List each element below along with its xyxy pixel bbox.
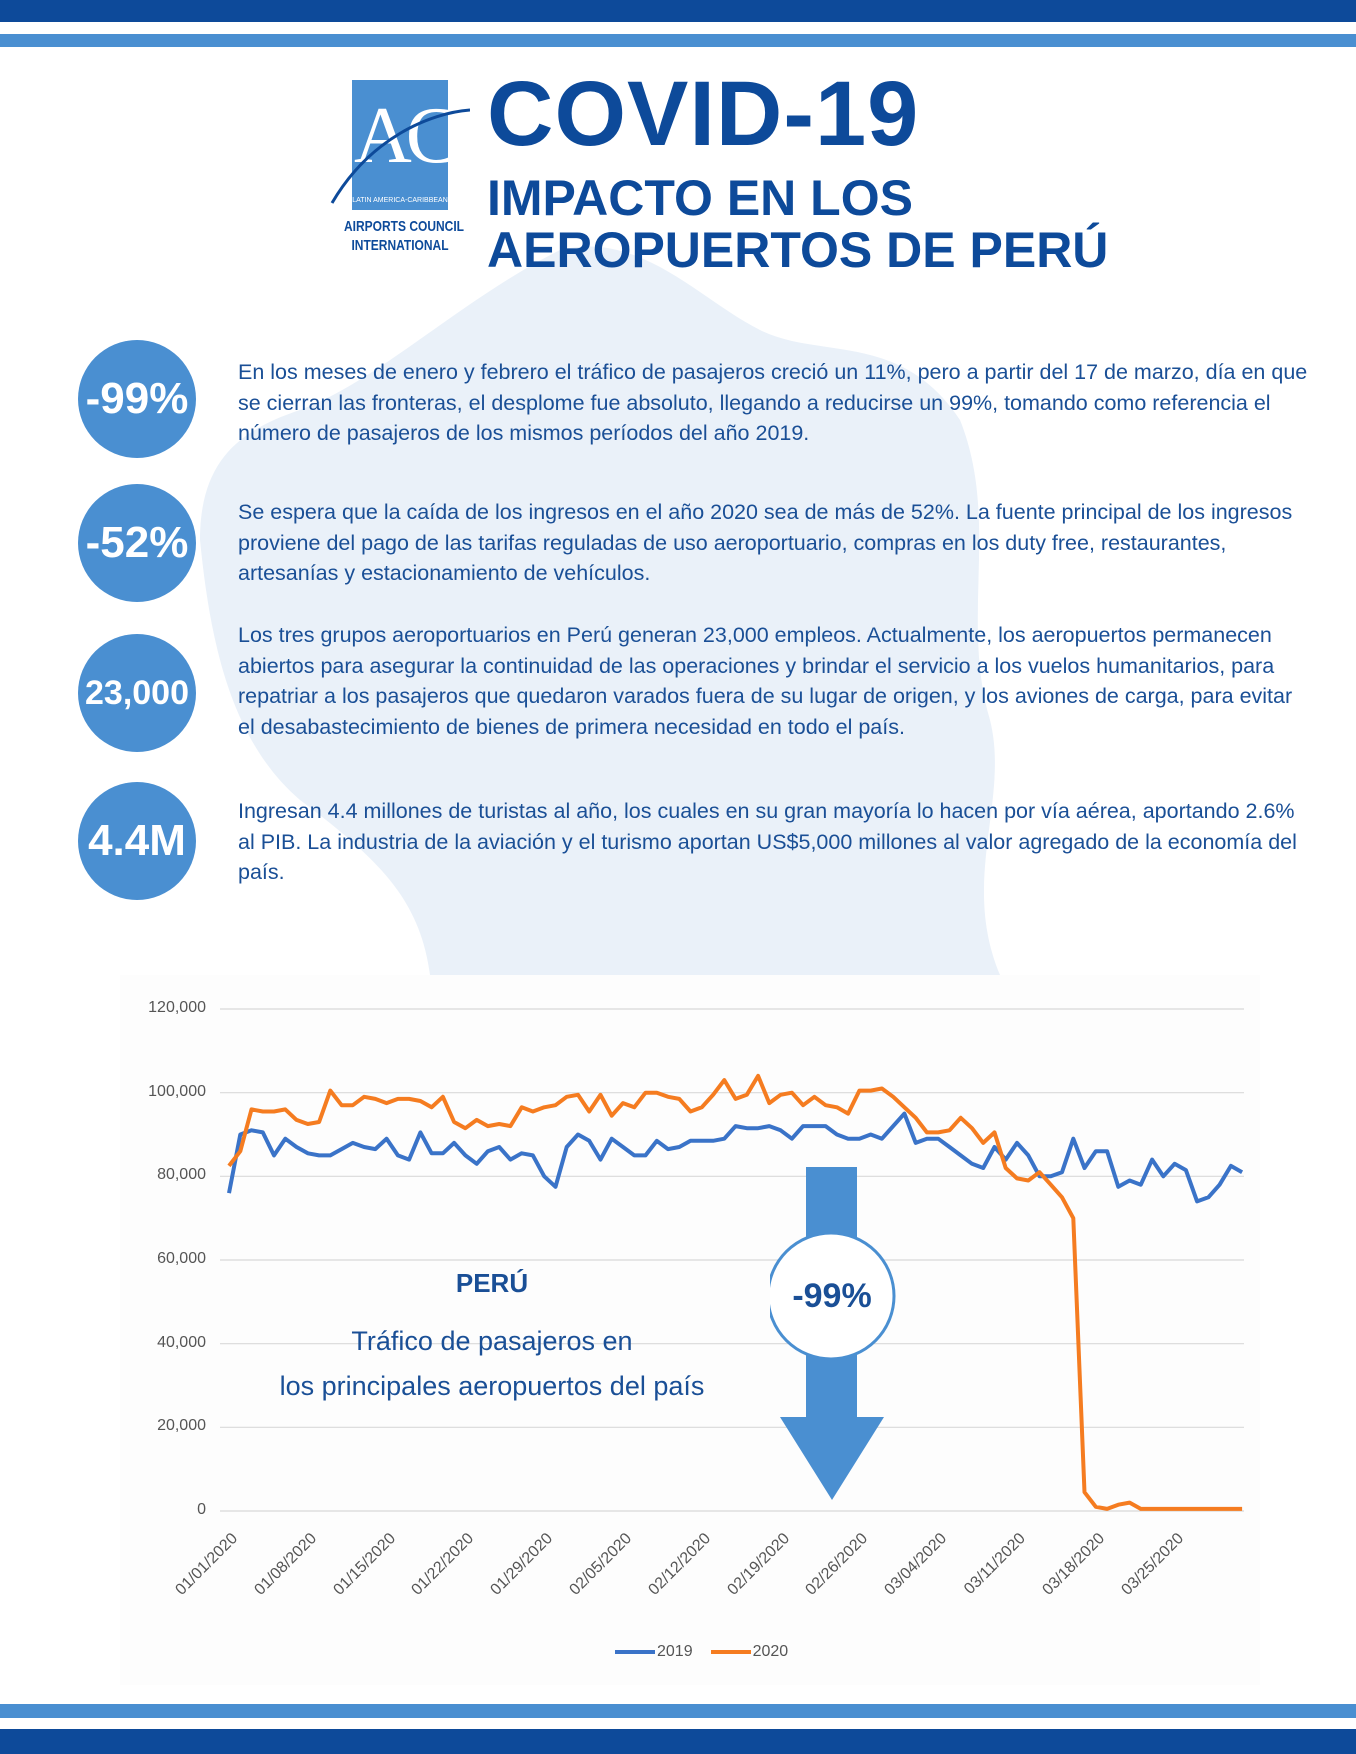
- y-tick-label: 60,000: [157, 1250, 206, 1267]
- page-title: COVID-19: [487, 63, 920, 165]
- y-tick-label: 40,000: [157, 1333, 206, 1351]
- drop-annotation: -99%: [792, 1277, 872, 1315]
- legend-item-2019: 2019: [615, 1643, 693, 1661]
- stat-circle-jobs: 23,000: [78, 634, 196, 752]
- series-line-2020: [227, 1073, 1243, 1511]
- bottom-light-stripe: [0, 1704, 1356, 1718]
- legend-item-2020: 2020: [710, 1643, 788, 1661]
- stat-circle-passengers: -99%: [78, 340, 196, 458]
- page-subtitle-line1: IMPACTO EN LOS: [487, 170, 913, 226]
- stat-circle-tourists: 4.4M: [78, 782, 196, 900]
- stat-text-passengers: En los meses de enero y febrero el tráfi…: [238, 360, 1308, 445]
- top-dark-stripe: [0, 0, 1356, 22]
- y-tick-label: 120,000: [148, 999, 206, 1016]
- chart-subtitle-line2: los principales aeropuertos del país: [279, 1371, 705, 1401]
- stat-circle-revenue: -52%: [78, 484, 196, 602]
- top-light-stripe: [0, 34, 1356, 47]
- chart-area: [120, 975, 1260, 1685]
- stat-text-revenue: Se espera que la caída de los ingresos e…: [238, 500, 1293, 585]
- y-tick-label: 20,000: [157, 1417, 206, 1435]
- series-line-2019: [227, 1111, 1244, 1204]
- page-subtitle-line2: AEROPUERTOS DE PERÚ: [487, 222, 1109, 278]
- y-tick-label: 100,000: [148, 1082, 206, 1100]
- stat-text-tourists: Ingresan 4.4 millones de turistas al año…: [238, 799, 1297, 884]
- y-tick-label: 80,000: [157, 1166, 206, 1184]
- chart-legend: 2019 2020: [615, 1643, 788, 1661]
- chart-subtitle-line1: Tráfico de pasajeros en: [351, 1326, 633, 1356]
- chart-title: PERÚ: [455, 1268, 529, 1298]
- stat-text-jobs: Los tres grupos aeroportuarios en Perú g…: [238, 623, 1293, 739]
- aci-logo: ACI LATIN AMERICA-CARIBBEAN AIRPORTS COU…: [330, 78, 480, 258]
- y-tick-label: 0: [197, 1501, 206, 1518]
- down-arrow-icon: [770, 1167, 896, 1500]
- bottom-dark-stripe: [0, 1729, 1356, 1754]
